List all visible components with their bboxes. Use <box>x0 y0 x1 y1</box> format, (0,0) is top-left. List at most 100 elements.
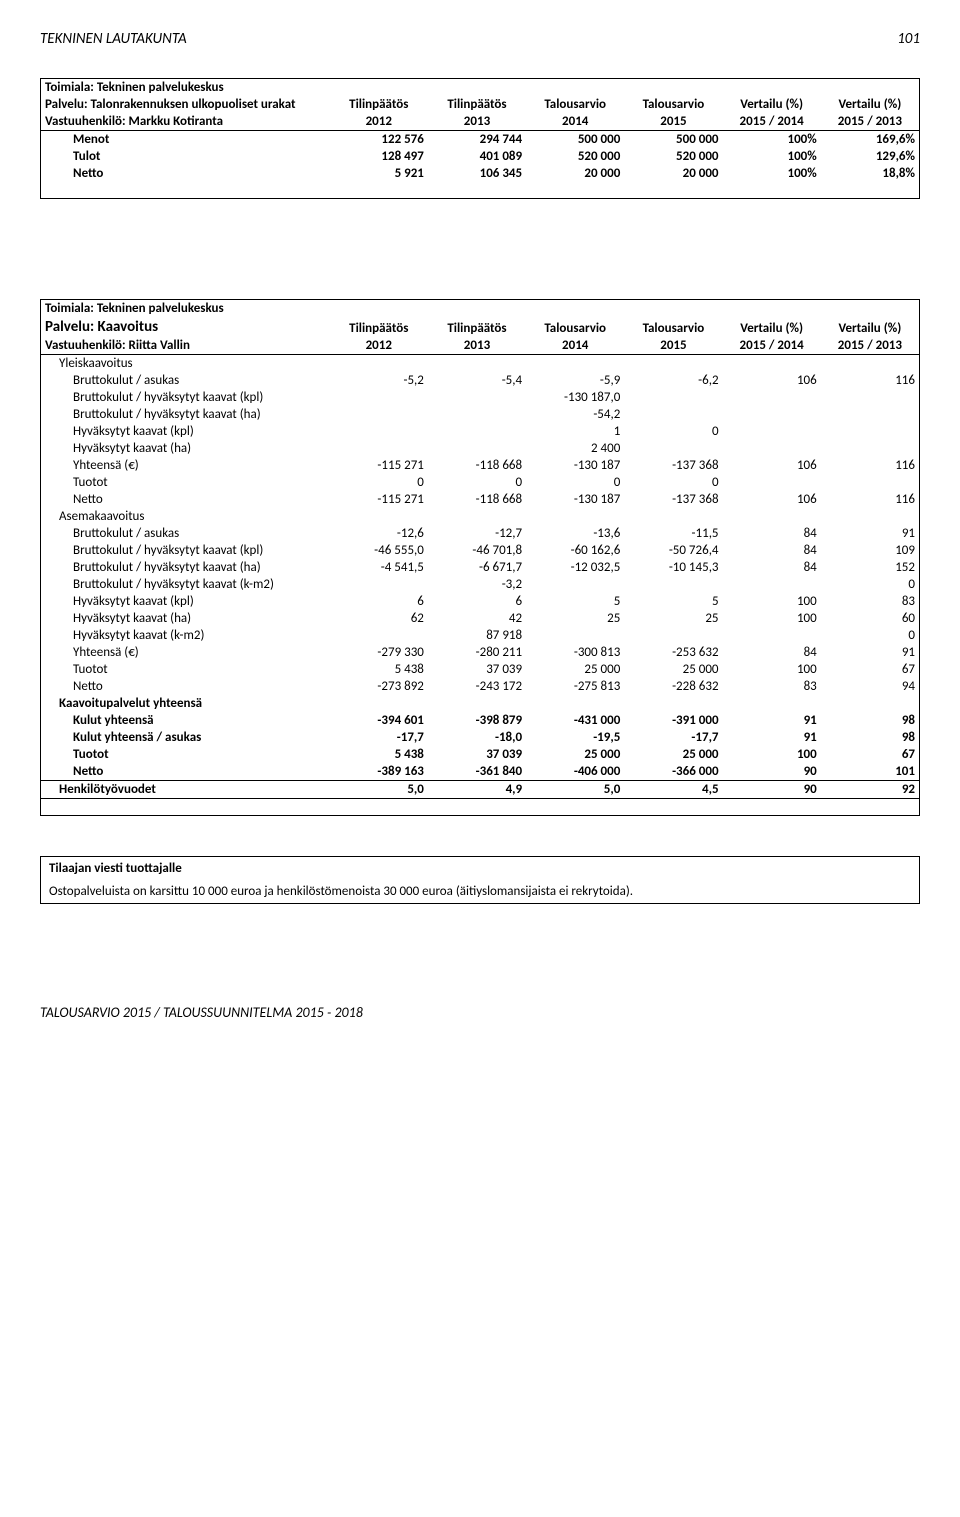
row-label: Netto <box>41 763 330 781</box>
row-label: Netto <box>41 491 330 508</box>
footer-box: Tilaajan viesti tuottajalle Ostopalvelui… <box>40 856 920 904</box>
row-value: 6 <box>330 593 428 610</box>
col-y: 2013 <box>428 337 526 355</box>
hk-v: 92 <box>821 781 920 799</box>
row-value: 25 <box>526 610 624 627</box>
row-value: 20 000 <box>526 165 624 182</box>
row-value: -137 368 <box>624 491 722 508</box>
row-label: Tuotot <box>41 661 330 678</box>
row-label: Yhteensä (€) <box>41 644 330 661</box>
row-value: 0 <box>624 423 722 440</box>
row-value: 101 <box>821 763 920 781</box>
row-value: -11,5 <box>624 525 722 542</box>
col-y: 2015 / 2013 <box>821 337 920 355</box>
col-y: 2015 <box>624 337 722 355</box>
row-value: 37 039 <box>428 661 526 678</box>
col-h: Talousarvio <box>526 96 624 113</box>
row-value <box>330 576 428 593</box>
row-value: -12 032,5 <box>526 559 624 576</box>
row-value: 0 <box>428 474 526 491</box>
row-value: 100% <box>723 165 821 182</box>
row-value: 122 576 <box>330 131 428 149</box>
row-value: 100% <box>723 131 821 149</box>
row-value: -5,9 <box>526 372 624 389</box>
row-value: 100 <box>723 610 821 627</box>
row-value: 5 921 <box>330 165 428 182</box>
row-value: 84 <box>723 644 821 661</box>
row-value: 84 <box>723 559 821 576</box>
row-label: Hyväksytyt kaavat (kpl) <box>41 593 330 610</box>
row-value: 116 <box>821 457 920 474</box>
row-value: 0 <box>624 474 722 491</box>
col-h: Talousarvio <box>624 96 722 113</box>
row-label: Netto <box>41 165 330 182</box>
row-value: 25 000 <box>526 661 624 678</box>
row-value: 0 <box>526 474 624 491</box>
row-value <box>624 440 722 457</box>
col-h: Vertailu (%) <box>821 96 920 113</box>
row-value: 5 438 <box>330 661 428 678</box>
row-value: 128 497 <box>330 148 428 165</box>
footer-title: Tilaajan viesti tuottajalle <box>41 857 920 881</box>
row-value: 0 <box>330 474 428 491</box>
row-value: 6 <box>428 593 526 610</box>
row-value <box>428 423 526 440</box>
row-value: -12,6 <box>330 525 428 542</box>
row-value <box>821 474 920 491</box>
row-value <box>821 406 920 423</box>
col-y: 2013 <box>428 113 526 131</box>
row-value: 100% <box>723 148 821 165</box>
row-value: -118 668 <box>428 457 526 474</box>
col-y: 2014 <box>526 113 624 131</box>
g3-title: Kaavoitupalvelut yhteensä <box>41 695 330 712</box>
header-right: 101 <box>897 30 920 48</box>
row-value <box>723 627 821 644</box>
row-value <box>624 389 722 406</box>
row-value: -137 368 <box>624 457 722 474</box>
row-value: -54,2 <box>526 406 624 423</box>
row-label: Bruttokulut / hyväksytyt kaavat (k-m2) <box>41 576 330 593</box>
hk-v: 5,0 <box>526 781 624 799</box>
row-value <box>428 389 526 406</box>
row-label: Menot <box>41 131 330 149</box>
row-label: Kulut yhteensä / asukas <box>41 729 330 746</box>
row-value: 37 039 <box>428 746 526 763</box>
col-h: Tilinpäätös <box>330 96 428 113</box>
row-value: -46 701,8 <box>428 542 526 559</box>
row-value: 5 438 <box>330 746 428 763</box>
row-label: Bruttokulut / asukas <box>41 372 330 389</box>
row-value: -115 271 <box>330 491 428 508</box>
row-value: -17,7 <box>624 729 722 746</box>
col-h: Vertailu (%) <box>723 96 821 113</box>
row-value: 106 <box>723 491 821 508</box>
row-label: Bruttokulut / hyväksytyt kaavat (kpl) <box>41 542 330 559</box>
row-value: -391 000 <box>624 712 722 729</box>
row-value: -130 187 <box>526 457 624 474</box>
hk-v: 4,9 <box>428 781 526 799</box>
row-value: -228 632 <box>624 678 722 695</box>
row-value: 116 <box>821 372 920 389</box>
col-y: 2012 <box>330 337 428 355</box>
row-value: 42 <box>428 610 526 627</box>
row-value: -300 813 <box>526 644 624 661</box>
row-value: -12,7 <box>428 525 526 542</box>
row-value: -4 541,5 <box>330 559 428 576</box>
hk-v: 5,0 <box>330 781 428 799</box>
t1-palvelu: Palvelu: Talonrakennuksen ulkopuoliset u… <box>41 96 330 113</box>
row-value: -366 000 <box>624 763 722 781</box>
row-value: 91 <box>723 712 821 729</box>
row-value: 90 <box>723 763 821 781</box>
col-y: 2015 / 2014 <box>723 337 821 355</box>
row-value: -130 187,0 <box>526 389 624 406</box>
col-h: Talousarvio <box>624 317 722 337</box>
row-label: Bruttokulut / hyväksytyt kaavat (kpl) <box>41 389 330 406</box>
t2-palvelu: Palvelu: Kaavoitus <box>41 317 330 337</box>
row-value: 91 <box>821 644 920 661</box>
page-header: TEKNINEN LAUTAKUNTA 101 <box>40 30 920 48</box>
row-value: -18,0 <box>428 729 526 746</box>
row-label: Bruttokulut / asukas <box>41 525 330 542</box>
row-label: Hyväksytyt kaavat (ha) <box>41 610 330 627</box>
row-value: 83 <box>723 678 821 695</box>
row-value: 100 <box>723 661 821 678</box>
page-footer: TALOUSARVIO 2015 / TALOUSSUUNNITELMA 201… <box>40 1004 920 1021</box>
